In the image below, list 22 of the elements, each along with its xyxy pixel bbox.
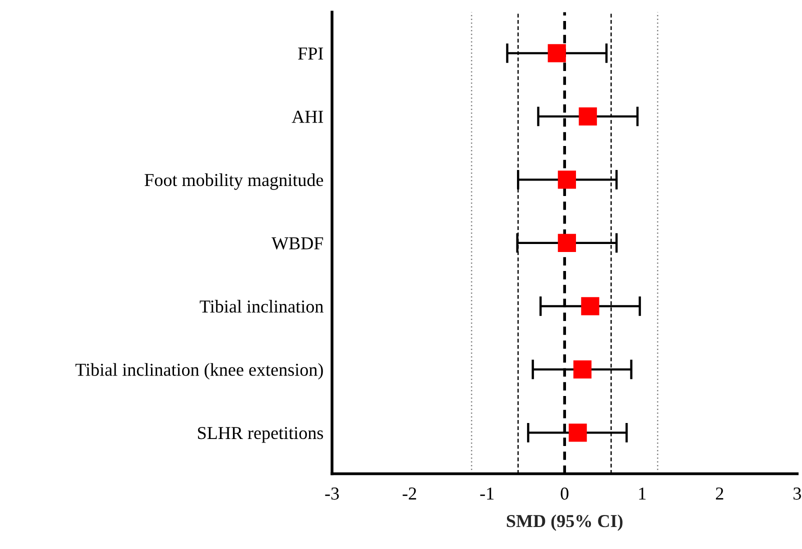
x-tick-label: -3 (325, 488, 339, 500)
x-tick-label: 0 (560, 488, 568, 500)
point (568, 424, 587, 442)
x-tick-label: 1 (639, 488, 646, 500)
point (548, 44, 566, 62)
y-tick-label: Foot mobility magnitude (144, 173, 324, 190)
point (558, 170, 576, 189)
y-tick-label: SLHR repetitions (198, 426, 324, 443)
y-tick-label: Tibial inclination (knee extension) (75, 363, 323, 380)
point (578, 107, 597, 126)
x-tick-label: 3 (794, 488, 801, 500)
x-tick-label: 2 (716, 488, 724, 500)
y-tick-label: FPI (298, 48, 324, 60)
point (581, 297, 600, 316)
y-tick-label: AHI (292, 110, 324, 123)
x-axis-title: SMD (95% CI) (506, 514, 622, 531)
x-tick-label: -1 (480, 488, 494, 500)
y-tick-label: Tibial inclination (200, 300, 324, 313)
x-tick-label: -2 (402, 488, 416, 500)
point (558, 234, 576, 252)
y-tick-label: WBDF (272, 237, 324, 250)
point (573, 360, 592, 378)
